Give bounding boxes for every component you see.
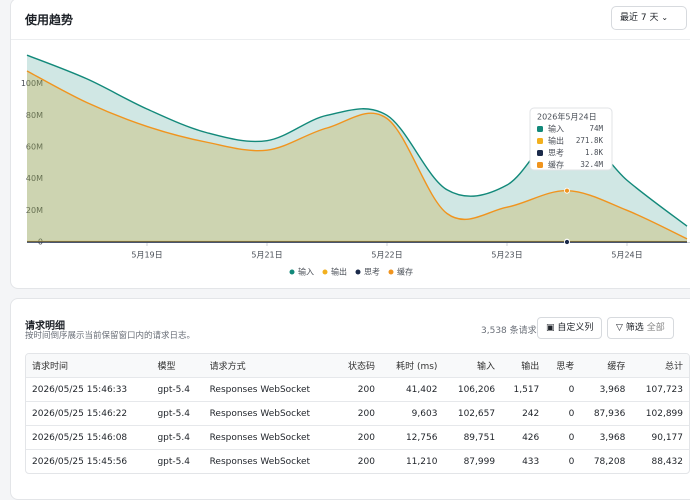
table-cell: 0	[545, 378, 580, 402]
table-cell: 78,208	[580, 450, 631, 474]
column-header: 输出	[501, 354, 545, 378]
table-cell: 2026/05/25 15:45:56	[26, 450, 151, 474]
table-cell: 3,968	[580, 426, 631, 450]
table-cell: 102,657	[443, 402, 501, 426]
legend-dot	[389, 270, 394, 275]
table-cell: 200	[335, 378, 381, 402]
table-cell: 87,999	[443, 450, 501, 474]
tooltip-name: 输入	[548, 124, 564, 134]
x-tick-label: 5月19日	[131, 251, 162, 260]
table-cell: 0	[545, 426, 580, 450]
tooltip-value: 271.8K	[576, 136, 604, 145]
tooltip-swatch	[537, 138, 543, 144]
tooltip-name: 思考	[548, 149, 564, 158]
section-subtitle: 按时间倒序展示当前保留窗口内的请求日志。	[25, 329, 195, 341]
chart: 020M40M60M80M100M5月19日5月21日5月22日5月23日5月2…	[0, 0, 690, 290]
tooltip-swatch	[537, 162, 543, 168]
table-cell: Responses WebSocket	[204, 378, 336, 402]
tooltip-swatch	[537, 150, 543, 156]
column-header: 耗时 (ms)	[381, 354, 443, 378]
legend-label: 输入	[298, 267, 314, 277]
tooltip-value: 74M	[589, 124, 603, 133]
column-header: 思考	[545, 354, 580, 378]
requests-card: 请求明细 按时间倒序展示当前保留窗口内的请求日志。 3,538 条请求 ▣ 自定…	[10, 298, 690, 500]
legend-dot	[323, 270, 328, 275]
table-cell: 87,936	[580, 402, 631, 426]
table-cell: 2026/05/25 15:46:33	[26, 378, 151, 402]
tooltip-value: 32.4M	[580, 160, 603, 169]
hover-dot	[565, 188, 570, 193]
table-cell: 2026/05/25 15:46:08	[26, 426, 151, 450]
table-cell: 107,723	[631, 378, 689, 402]
column-header: 缓存	[580, 354, 631, 378]
column-header: 请求时间	[26, 354, 151, 378]
legend-label: 输出	[331, 267, 347, 277]
table-cell: 426	[501, 426, 545, 450]
table-cell: 242	[501, 402, 545, 426]
table-cell: Responses WebSocket	[204, 402, 336, 426]
table-cell: 1,517	[501, 378, 545, 402]
legend-label: 缓存	[397, 267, 413, 277]
column-header: 输入	[443, 354, 501, 378]
table-cell: Responses WebSocket	[204, 450, 336, 474]
table-cell: 102,899	[631, 402, 689, 426]
column-header: 状态码	[335, 354, 381, 378]
column-header: 模型	[151, 354, 203, 378]
tooltip-value: 1.8K	[585, 148, 604, 157]
table-cell: gpt-5.4	[151, 426, 203, 450]
table-cell: 200	[335, 426, 381, 450]
page: 使用趋势 最近 7 天 ⌄ 020M40M60M80M100M5月19日5月21…	[0, 0, 690, 471]
table-cell: 2026/05/25 15:46:22	[26, 402, 151, 426]
tooltip-date: 2026年5月24日	[537, 112, 597, 122]
tooltip-name: 输出	[548, 136, 564, 146]
x-tick-label: 5月23日	[491, 251, 522, 260]
filter-label: 筛选	[626, 323, 644, 333]
x-tick-label: 5月21日	[251, 251, 282, 260]
x-tick-label: 5月24日	[611, 251, 642, 260]
table-cell: 200	[335, 402, 381, 426]
table-cell: 0	[545, 450, 580, 474]
table-cell: 9,603	[381, 402, 443, 426]
table-cell: 200	[335, 450, 381, 474]
table-cell: 89,751	[443, 426, 501, 450]
request-count: 3,538 条请求	[481, 323, 537, 336]
legend-label: 思考	[364, 268, 380, 277]
table-cell: Responses WebSocket	[204, 426, 336, 450]
table-cell: 41,402	[381, 378, 443, 402]
table-cell: 11,210	[381, 450, 443, 474]
table-cell: gpt-5.4	[151, 402, 203, 426]
filter-button[interactable]: ▽ 筛选 全部	[607, 317, 674, 339]
column-header: 请求方式	[204, 354, 336, 378]
table-cell: 88,432	[631, 450, 689, 474]
columns-button[interactable]: ▣ 自定义列	[537, 317, 602, 339]
column-header: 总计	[631, 354, 689, 378]
hover-dot	[565, 239, 570, 244]
columns-label: 自定义列	[557, 323, 593, 333]
table-cell: gpt-5.4	[151, 378, 203, 402]
table-cell: 106,206	[443, 378, 501, 402]
table-cell: 0	[545, 402, 580, 426]
table-cell: gpt-5.4	[151, 450, 203, 474]
filter-value: 全部	[647, 323, 665, 333]
legend-dot	[356, 270, 361, 275]
table-cell: 90,177	[631, 426, 689, 450]
table-cell: 12,756	[381, 426, 443, 450]
legend-dot	[290, 270, 295, 275]
tooltip-name: 缓存	[548, 160, 564, 170]
table-cell: 433	[501, 450, 545, 474]
table-cell: 3,968	[580, 378, 631, 402]
tooltip-swatch	[537, 126, 543, 132]
header-row: 请求时间模型请求方式状态码耗时 (ms)输入输出思考缓存总计	[26, 354, 689, 378]
x-tick-label: 5月22日	[371, 251, 402, 260]
